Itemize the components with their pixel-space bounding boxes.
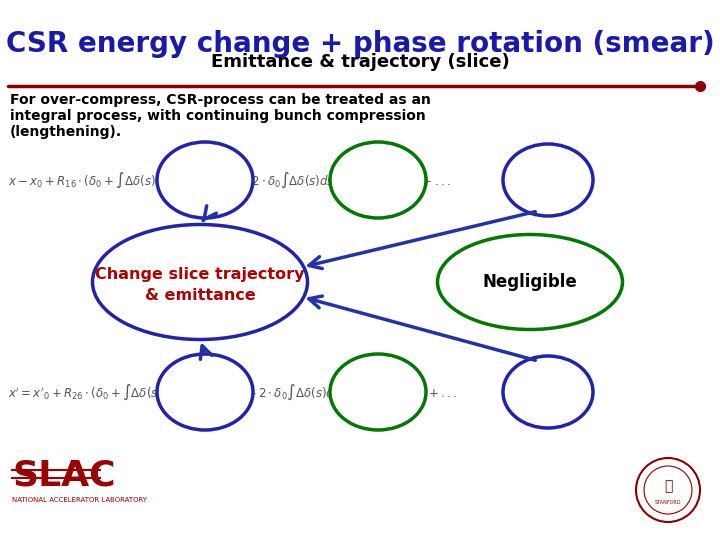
Text: & emittance: & emittance xyxy=(145,288,256,303)
Text: CSR energy change + phase rotation (smear): CSR energy change + phase rotation (smea… xyxy=(6,30,714,58)
Ellipse shape xyxy=(503,144,593,216)
Ellipse shape xyxy=(503,356,593,428)
Ellipse shape xyxy=(644,466,692,514)
Ellipse shape xyxy=(330,354,426,430)
Ellipse shape xyxy=(438,234,623,329)
Text: $x'=x'_0+R_{26}\cdot(\delta_0+\int\Delta\delta(s)ds)+T_{266}\cdot(\delta_0^2+2\c: $x'=x'_0+R_{26}\cdot(\delta_0+\int\Delta… xyxy=(8,382,457,402)
Text: Change slice trajectory: Change slice trajectory xyxy=(95,267,305,281)
Ellipse shape xyxy=(330,142,426,218)
Text: 🌲: 🌲 xyxy=(664,479,672,493)
Text: Emittance & trajectory (slice): Emittance & trajectory (slice) xyxy=(211,53,509,71)
Text: $x-x_0+R_{16}\cdot(\delta_0+\int\Delta\delta(s)ds)+T_{166}\cdot(\delta_0^2+2\cdo: $x-x_0+R_{16}\cdot(\delta_0+\int\Delta\d… xyxy=(8,170,451,190)
Text: Negligible: Negligible xyxy=(482,273,577,291)
Ellipse shape xyxy=(92,225,307,340)
Ellipse shape xyxy=(157,354,253,430)
Ellipse shape xyxy=(636,458,700,522)
Text: NATIONAL ACCELERATOR LABORATORY: NATIONAL ACCELERATOR LABORATORY xyxy=(12,497,147,503)
Text: For over-compress, CSR-process can be treated as an
integral process, with conti: For over-compress, CSR-process can be tr… xyxy=(10,93,431,139)
Text: STANFORD: STANFORD xyxy=(654,500,681,504)
Text: SLAC: SLAC xyxy=(12,458,115,492)
Ellipse shape xyxy=(157,142,253,218)
